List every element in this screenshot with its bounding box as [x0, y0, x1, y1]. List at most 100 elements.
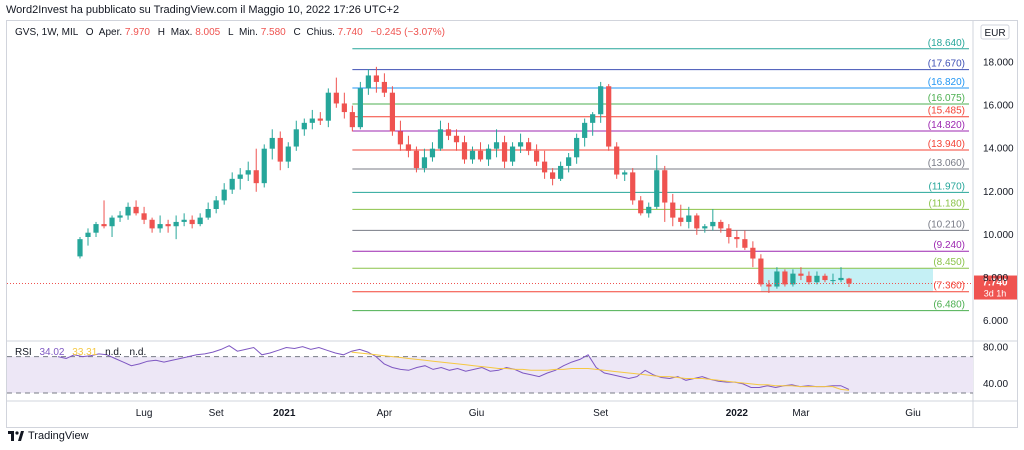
candle-body	[325, 92, 331, 121]
candle-body	[670, 202, 676, 218]
fib-level-label: (16.820)	[928, 77, 965, 88]
open-label: O	[86, 27, 94, 38]
candle-body	[189, 219, 195, 225]
candle-body	[149, 219, 155, 229]
candle-body	[846, 278, 852, 284]
candle-body	[429, 148, 436, 158]
fib-level-label: (11.970)	[928, 181, 965, 192]
y-tick-label: 12.000	[983, 187, 1014, 198]
candle-body	[165, 224, 171, 227]
candle-body	[582, 122, 588, 138]
fib-level-label: (10.210)	[928, 219, 965, 230]
y-tick-label: 18.000	[983, 58, 1014, 69]
candle-body	[750, 247, 756, 259]
candle-body	[694, 215, 700, 229]
candlestick-chart[interactable]: (18.640) (17.670) (16.820) (16.075) (15.485)…	[7, 21, 1017, 427]
rsi-ma-value: 33.31	[72, 347, 97, 358]
candle-body	[309, 118, 315, 123]
fib-level-label: (17.670)	[928, 59, 965, 70]
candle-body	[397, 131, 404, 145]
candle-body	[646, 206, 652, 214]
fib-level-label: (9.240)	[933, 240, 965, 251]
low-value: 7.580	[261, 27, 286, 38]
candle-body	[678, 217, 684, 222]
x-tick-label: 2021	[273, 408, 296, 419]
last-price-countdown: 3d 1h	[984, 289, 1007, 299]
candle-body	[766, 284, 772, 287]
x-tick-label: Lug	[136, 408, 153, 419]
candle-body	[822, 275, 828, 281]
candle-body	[686, 215, 692, 222]
candle-body	[525, 142, 532, 151]
currency-badge[interactable]	[980, 24, 1010, 40]
candle-body	[614, 146, 620, 175]
x-tick-label: Set	[593, 408, 608, 419]
rsi-y-tick-label: 40.00	[983, 379, 1008, 390]
candle-body	[630, 172, 636, 201]
candle-body	[445, 129, 452, 136]
x-tick-label: Giu	[469, 408, 485, 419]
candle-body	[830, 280, 836, 282]
chart-frame: (18.640) (17.670) (16.820) (16.075) (15.485)…	[6, 20, 1018, 428]
candle-body	[558, 165, 564, 179]
fib-level-label: (7.360)	[933, 281, 965, 292]
tradingview-logo-icon	[8, 431, 24, 441]
candle-body	[509, 146, 516, 162]
candle-body	[133, 206, 139, 214]
candle-body	[381, 81, 387, 93]
y-tick-label: 16.000	[983, 101, 1014, 112]
candle-body	[461, 142, 468, 160]
candle-body	[758, 258, 764, 285]
candle-body	[702, 226, 708, 229]
candle-body	[261, 148, 267, 184]
brand-label: TradingView	[28, 430, 89, 442]
open-value: 7.970	[125, 27, 150, 38]
fib-level-label: (8.450)	[933, 257, 965, 268]
candle-body	[798, 273, 804, 276]
candle-body	[734, 237, 740, 240]
y-tick-label: 6.000	[983, 316, 1008, 327]
candle-body	[389, 92, 396, 132]
x-tick-label: Giu	[905, 408, 921, 419]
footer: TradingView	[8, 430, 89, 442]
candle-body	[197, 217, 203, 225]
candle-body	[237, 174, 243, 179]
rsi-y-tick-label: 80.00	[983, 343, 1008, 354]
candle-body	[477, 150, 484, 160]
candle-body	[269, 137, 275, 149]
candle-body	[253, 170, 259, 184]
candle-body	[742, 239, 748, 248]
candle-body	[517, 142, 524, 147]
close-value: 7.740	[338, 27, 363, 38]
close-label: C	[294, 27, 301, 38]
candle-body	[550, 172, 556, 179]
x-tick-label: Mar	[792, 408, 810, 419]
candle-body	[293, 129, 299, 147]
candle-body	[349, 112, 355, 128]
publisher-line: Word2Invest ha pubblicato su TradingView…	[6, 4, 400, 16]
last-price-value: 7.740	[982, 278, 1007, 289]
candle-body	[125, 206, 131, 216]
svg-text:GVS, 1W, MIL O: GVS, 1W, MIL O Aper. 7.970 H Max. 8.005 …	[15, 27, 445, 38]
candle-body	[277, 137, 283, 162]
candle-body	[622, 172, 628, 175]
rsi-na-2: n.d.	[130, 347, 147, 358]
candle-body	[229, 178, 235, 190]
candle-body	[437, 129, 444, 149]
candle-body	[333, 92, 339, 104]
candle-body	[357, 88, 363, 128]
svg-text:RSI 34.02 33.3: RSI 34.02 33.31 n.d. n.d.	[15, 347, 146, 358]
candle-body	[101, 224, 107, 227]
candle-body	[93, 224, 99, 233]
candle-body	[790, 273, 796, 285]
candle-body	[117, 215, 123, 218]
high-value: 8.005	[195, 27, 220, 38]
candle-body	[485, 148, 492, 160]
candle-body	[413, 150, 420, 169]
fib-level-label: (14.820)	[928, 120, 965, 131]
candle-body	[141, 213, 147, 220]
candle-body	[365, 75, 371, 89]
fib-level-label: (18.640)	[928, 38, 965, 49]
candle-body	[317, 118, 323, 121]
candle-body	[213, 200, 219, 209]
